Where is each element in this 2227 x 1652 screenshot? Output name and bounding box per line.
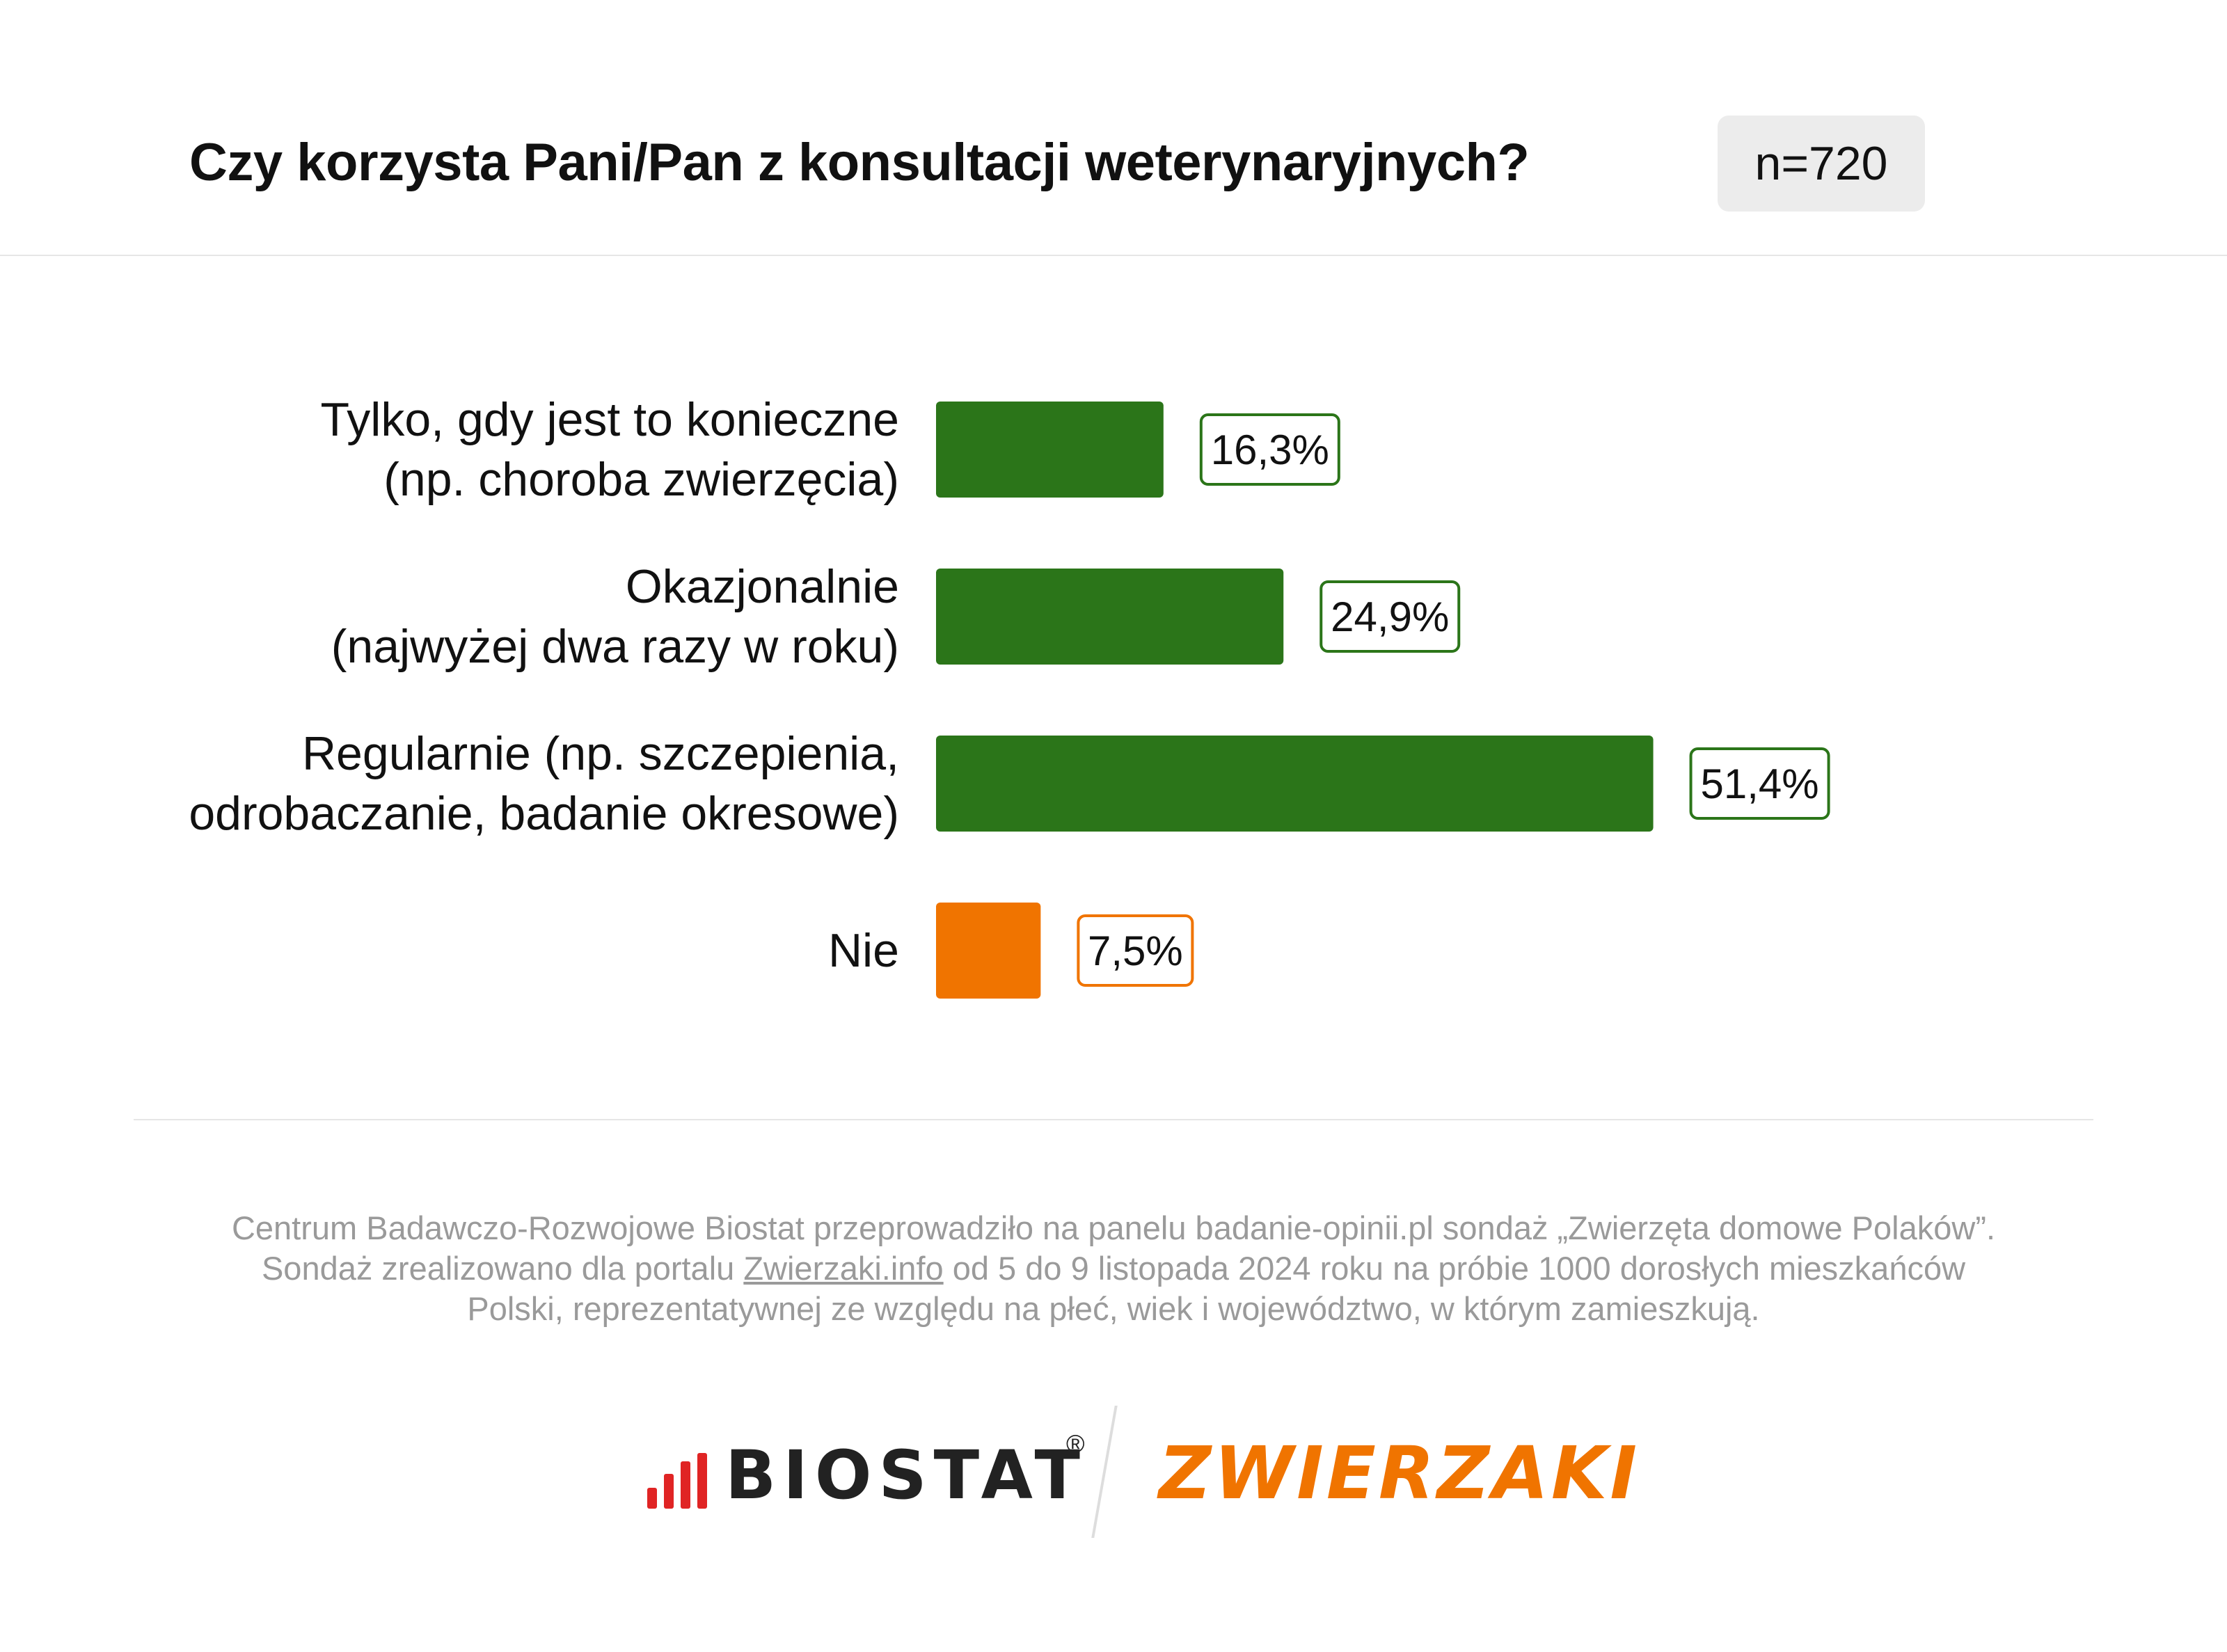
footnote-line-3: Polski, reprezentatywnej ze względu na p… [467,1290,1760,1327]
footnote-line-1: Centrum Badawczo-Rozwojowe Biostat przep… [231,1209,1996,1246]
chart-title: Czy korzysta Pani/Pan z konsultacji wete… [189,133,1530,192]
sample-size-badge: n=720 [1718,116,1925,212]
header: Czy korzysta Pani/Pan z konsultacji wete… [0,0,2227,256]
value-label-box-okazjonalnie [1319,580,1461,653]
bar-regularnie [936,736,1654,832]
value-label-regularnie: 51,4% [1700,761,1818,807]
value-label-nie: 7,5% [1088,928,1183,974]
bar-okazjonalnie [936,569,1284,665]
category-label-tylko-gdy-konieczne: Tylko, gdy jest to konieczne (np. chorob… [320,393,899,506]
value-label-box-tylko-gdy-konieczne [1199,413,1340,486]
value-label-box-regularnie [1689,747,1830,820]
survey-footnote: Centrum Badawczo-Rozwojowe Biostat przep… [70,1208,2157,1329]
bar-tylko-gdy-konieczne [936,402,1164,498]
bar-nie [936,903,1041,999]
logos: BIOSTAT ® ZWIERZAKI [0,1406,2227,1559]
footnote-line-2-end: od 5 do 9 listopada 2024 roku na próbie … [943,1250,1966,1287]
category-label-regularnie: Regularnie (np. szczepienia, odrobaczani… [189,727,899,840]
category-label-nie: Nie [827,924,899,977]
bar-chart: 16,3% 24,9% 51,4% 7,5% Tylko, gdy jest to k… [0,257,2227,1113]
footnote-line-2-start: Sondaż zrealizowano dla portalu [261,1250,744,1287]
value-label-tylko-gdy-konieczne: 16,3% [1211,427,1329,473]
value-label-box-nie [1077,914,1194,987]
registered-mark: ® [1066,1429,1085,1458]
logo-separator [1091,1406,1118,1538]
biostat-wordmark: BIOSTAT [725,1436,1087,1514]
value-label-okazjonalnie: 24,9% [1331,594,1449,640]
zwierzaki-logo: ZWIERZAKI [1159,1431,1640,1516]
bar-chart-canvas: 16,3% 24,9% 51,4% 7,5% [936,402,1830,999]
biostat-bars-icon [647,1453,707,1509]
zwierzaki-link[interactable]: Zwierzaki.info [743,1250,944,1287]
category-label-okazjonalnie: Okazjonalnie (najwyżej dwa razy w roku) [331,560,899,673]
footnote-line-2: Sondaż zrealizowano dla portalu Zwierzak… [70,1248,2157,1289]
divider [134,1119,2093,1120]
